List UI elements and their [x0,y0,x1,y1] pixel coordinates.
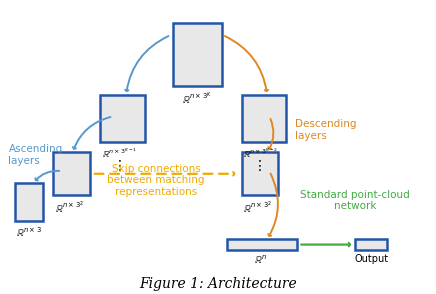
Text: ⋮: ⋮ [253,159,267,173]
Text: $\mathbb{R}^{n\times 3^{K-2}}$: $\mathbb{R}^{n\times 3^{K-2}}$ [243,146,278,160]
Bar [53,152,90,195]
Bar [242,152,278,195]
Text: Output: Output [354,254,388,264]
Text: Ascending
layers: Ascending layers [8,144,63,166]
Bar [15,183,43,220]
Bar [227,239,297,250]
Text: $\mathbb{R}^{n\times 3^K}$: $\mathbb{R}^{n\times 3^K}$ [182,91,211,106]
Text: $\mathbb{R}^{n\times 3^{K-1}}$: $\mathbb{R}^{n\times 3^{K-1}}$ [102,146,137,160]
Text: Standard point-cloud
network: Standard point-cloud network [300,190,410,211]
Text: Descending
layers: Descending layers [295,119,357,141]
Text: $\mathbb{R}^{n\times 3^2}$: $\mathbb{R}^{n\times 3^2}$ [243,200,272,215]
Text: $\mathbb{R}^{n\times 3}$: $\mathbb{R}^{n\times 3}$ [16,225,42,239]
Text: $\mathbb{R}^{n\times 3^2}$: $\mathbb{R}^{n\times 3^2}$ [54,200,84,215]
Text: Skip connections
between matching
representations: Skip connections between matching repres… [107,164,205,197]
Text: ⋮: ⋮ [112,159,126,173]
Text: $\mathbb{R}^{n}$: $\mathbb{R}^{n}$ [254,254,267,266]
Bar [173,23,222,86]
Bar [242,95,286,142]
Text: Figure 1: Architecture: Figure 1: Architecture [139,277,297,291]
Bar [355,239,387,250]
Bar [100,95,145,142]
